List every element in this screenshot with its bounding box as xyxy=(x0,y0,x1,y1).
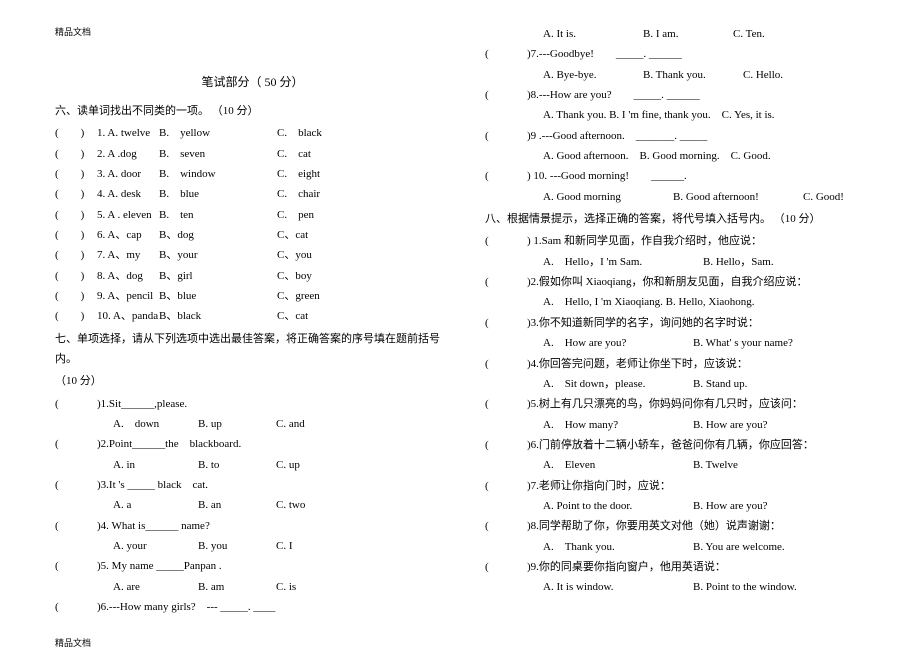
s7-q1-opts: A. downB. upC. and xyxy=(55,414,450,434)
s7-q5-opts: A. areB. amC. is xyxy=(55,577,450,597)
s8-q5-opts: A. How many?B. How are you? xyxy=(485,415,880,435)
s8-q4-opts: A. Sit down，please.B. Stand up. xyxy=(485,374,880,394)
s7-head: 七、单项选择，请从下列选项中选出最佳答案，将正确答案的序号填在题前括号内。 xyxy=(55,329,450,370)
s6-item: ( )10. A、pandaB、blackC、cat xyxy=(55,306,450,326)
s7-q6-opts: A. It is.B. I am.C. Ten. xyxy=(485,24,880,44)
s8-q9-opts: A. It is window.B. Point to the window. xyxy=(485,577,880,597)
s7-q6: ( )6.---How many girls? --- _____. ____ xyxy=(55,597,450,617)
s8-q7: ( )7.老师让你指向门时，应说： xyxy=(485,476,880,496)
s8-q3-opts: A. How are you?B. What' s your name? xyxy=(485,333,880,353)
s7-q10: ( ) 10. ---Good morning! ______. xyxy=(485,166,880,186)
s7-q2: ( )2.Point______the blackboard. xyxy=(55,434,450,454)
s8-head: 八、根据情景提示，选择正确的答案，将代号填入括号内。 （10 分） xyxy=(485,209,880,229)
s7-q10-opts: A. Good morningB. Good afternoon!C. Good… xyxy=(485,187,880,207)
s8-q5: ( )5.树上有几只漂亮的鸟，你妈妈问你有几只时，应该问： xyxy=(485,394,880,414)
s8-q7-opts: A. Point to the door.B. How are you? xyxy=(485,496,880,516)
left-column: 精品文档 笔试部分（ 50 分） 六、读单词找出不同类的一项。 （10 分） (… xyxy=(55,24,450,617)
s6-item: ( )3. A. doorB. windowC. eight xyxy=(55,164,450,184)
s8-q1: ( ) 1.Sam 和新同学见面，作自我介绍时，他应说： xyxy=(485,231,880,251)
s8-q3: ( )3.你不知道新同学的名字，询问她的名字时说： xyxy=(485,313,880,333)
s8-q1-opts: A. Hello，I 'm Sam.B. Hello，Sam. xyxy=(485,252,880,272)
s7-q7-opts: A. Bye-bye.B. Thank you.C. Hello. xyxy=(485,65,880,85)
s6-item: ( )4. A. deskB. blueC. chair xyxy=(55,184,450,204)
s6-item: ( )8. A、dogB、girlC、boy xyxy=(55,266,450,286)
s7-q4: ( )4. What is______ name? xyxy=(55,516,450,536)
s8-q8: ( )8.同学帮助了你，你要用英文对他（她）说声谢谢： xyxy=(485,516,880,536)
s7-q5: ( )5. My name _____Panpan . xyxy=(55,556,450,576)
s7-q1: ( )1.Sit______,please. xyxy=(55,394,450,414)
s7-q2-opts: A. inB. toC. up xyxy=(55,455,450,475)
s8-q8-opts: A. Thank you.B. You are welcome. xyxy=(485,537,880,557)
s6-item: ( )2. A .dogB. sevenC. cat xyxy=(55,144,450,164)
s6-item: ( )6. A、capB、dogC、cat xyxy=(55,225,450,245)
s7-q3-opts: A. aB. anC. two xyxy=(55,495,450,515)
s6-item: ( )1. A. twelveB. yellowC. black xyxy=(55,123,450,143)
right-column: A. It is.B. I am.C. Ten. ( )7.---Goodbye… xyxy=(485,24,880,617)
header-label: 精品文档 xyxy=(55,24,450,41)
s8-q9: ( )9.你的同桌要你指向窗户，他用英语说： xyxy=(485,557,880,577)
s7-head2: （10 分） xyxy=(55,371,450,391)
s8-q2-opts: A. Hello, I 'm Xiaoqiang. B. Hello, Xiao… xyxy=(485,292,880,312)
section-title: 笔试部分（ 50 分） xyxy=(55,71,450,93)
s8-q2: ( )2.假如你叫 Xiaoqiang，你和新朋友见面，自我介绍应说： xyxy=(485,272,880,292)
footer-label: 精品文档 xyxy=(0,635,920,652)
s7-q9: ( )9 .---Good afternoon. _______. _____ xyxy=(485,126,880,146)
s8-q6-opts: A. ElevenB. Twelve xyxy=(485,455,880,475)
s6-item: ( )5. A . elevenB. tenC. pen xyxy=(55,205,450,225)
s7-q8: ( )8.---How are you? _____. ______ xyxy=(485,85,880,105)
s8-q6: ( )6.门前停放着十二辆小轿车，爸爸问你有几辆，你应回答： xyxy=(485,435,880,455)
s6-item: ( )9. A、pencilB、blueC、green xyxy=(55,286,450,306)
page-layout: 精品文档 笔试部分（ 50 分） 六、读单词找出不同类的一项。 （10 分） (… xyxy=(0,0,920,627)
s7-q8-opts: A. Thank you. B. I 'm fine, thank you. C… xyxy=(485,105,880,125)
s7-q3: ( )3.It 's _____ black cat. xyxy=(55,475,450,495)
s7-q7: ( )7.---Goodbye! _____. ______ xyxy=(485,44,880,64)
s7-q4-opts: A. yourB. youC. I xyxy=(55,536,450,556)
s6-head: 六、读单词找出不同类的一项。 （10 分） xyxy=(55,101,450,121)
s6-item: ( )7. A、myB、yourC、you xyxy=(55,245,450,265)
s8-q4: ( )4.你回答完问题，老师让你坐下时，应该说： xyxy=(485,354,880,374)
s7-q9-opts: A. Good afternoon. B. Good morning. C. G… xyxy=(485,146,880,166)
